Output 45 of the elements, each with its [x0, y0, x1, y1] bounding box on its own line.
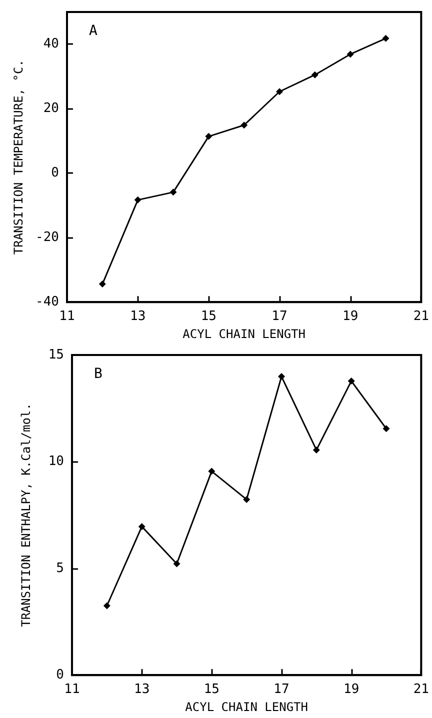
y-tick-label: -20: [36, 230, 59, 246]
y-tick-label: 10: [48, 454, 64, 470]
x-tick-label: 11: [64, 682, 80, 698]
y-tick-label: 0: [56, 668, 64, 683]
annotation: A: [89, 23, 98, 39]
x-tick-label: 15: [204, 682, 220, 698]
point: [276, 88, 284, 96]
x-tick-label: 19: [344, 682, 360, 698]
point: [243, 496, 250, 503]
y-axis-title: TRANSITION TEMPERATURE, °C.: [12, 60, 26, 255]
point: [382, 425, 390, 432]
annotation: B: [94, 366, 102, 382]
x-axis-title: ACYL CHAIN LENGTH: [185, 700, 308, 714]
point: [98, 280, 106, 288]
point: [240, 122, 248, 129]
point: [278, 373, 286, 380]
x-tick-label: 13: [134, 682, 150, 698]
point: [103, 602, 110, 610]
point: [312, 446, 320, 454]
x-tick-label: 21: [413, 309, 429, 324]
y-tick-label: 40: [43, 36, 59, 52]
point: [208, 468, 216, 475]
point: [134, 196, 142, 204]
y-tick-label: -40: [36, 294, 59, 310]
y-tick-label: 0: [51, 166, 59, 181]
point: [173, 560, 180, 568]
x-tick-label: 13: [130, 309, 146, 324]
x-tick-label: 15: [200, 309, 216, 324]
y-tick-label: 5: [56, 560, 64, 576]
point: [348, 378, 355, 385]
x-tick-label: 19: [342, 309, 358, 324]
point: [382, 34, 390, 42]
y-axis-title: TRANSITION ENTHALPY, K.Cal/mol.: [19, 403, 33, 628]
point: [311, 71, 318, 78]
x-tick-label: 21: [413, 682, 429, 698]
y-tick-label: 20: [43, 101, 59, 116]
point: [346, 50, 354, 58]
point: [138, 523, 146, 530]
point: [170, 188, 177, 196]
x-tick-label: 17: [274, 682, 290, 698]
x-axis-title: ACYL CHAIN LENGTH: [182, 327, 306, 341]
point: [205, 132, 212, 140]
x-tick-label: 17: [272, 309, 288, 324]
y-tick-label: 15: [48, 348, 64, 362]
x-tick-label: 11: [59, 309, 75, 324]
